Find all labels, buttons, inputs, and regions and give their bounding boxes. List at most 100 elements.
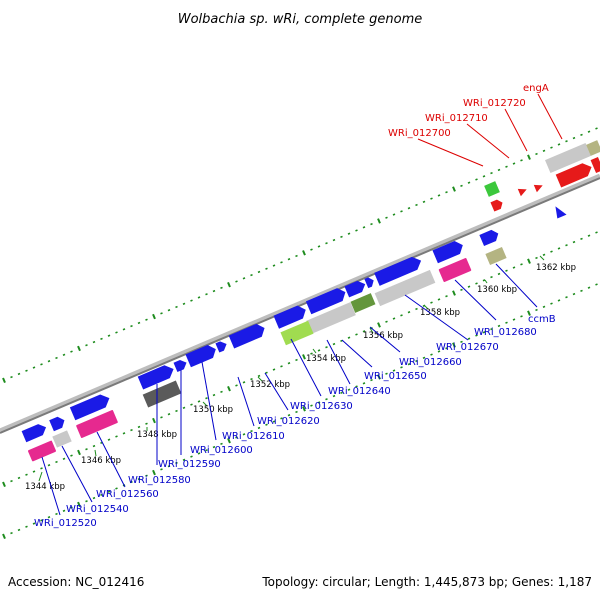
gc-block-pink <box>438 258 472 282</box>
gene-label: WRi_012600 <box>190 445 253 456</box>
gene-label: WRi_012720 <box>463 98 526 109</box>
scale-tick <box>70 506 73 509</box>
gene-label: WRi_012560 <box>96 489 159 500</box>
scale-tick <box>595 127 598 130</box>
scale-tick <box>182 458 186 461</box>
scale-tick <box>47 464 51 467</box>
scale-tick <box>32 470 36 473</box>
scale-tick <box>257 374 261 378</box>
scale-tick <box>392 213 396 216</box>
scale-tick <box>167 465 171 468</box>
scale-label: 1354 kbp <box>306 354 346 364</box>
scale-tick <box>325 346 328 349</box>
scale-tick <box>587 286 591 289</box>
scale-tick <box>437 350 441 353</box>
scale-tick <box>475 334 478 337</box>
scale-tick <box>257 426 261 430</box>
scale-label: 1358 kbp <box>420 308 460 318</box>
gene-label: WRi_012660 <box>399 357 462 368</box>
scale-tick <box>265 423 268 426</box>
gc-block-lime <box>280 320 314 346</box>
cds-arrow-forward <box>305 288 346 315</box>
scale-tick <box>190 299 193 302</box>
scale-tick <box>580 133 583 137</box>
scale-tick <box>475 282 478 285</box>
scale-tick <box>295 410 298 414</box>
scale-tick <box>370 222 373 226</box>
genome-stats-text: Topology: circular; Length: 1,445,873 bp… <box>261 575 592 589</box>
scale-tick <box>505 165 508 168</box>
scale-tick <box>482 175 486 178</box>
scale-tick <box>400 210 403 213</box>
scale-tick <box>302 354 306 360</box>
scale-tick <box>520 159 523 162</box>
gene-label: WRi_012640 <box>328 386 391 397</box>
scale-tick <box>587 130 591 133</box>
scale-tick <box>355 333 358 336</box>
scale-tick <box>445 295 448 298</box>
scale-tick <box>25 369 28 372</box>
scale-tick <box>535 152 538 156</box>
scale-tick <box>377 322 381 328</box>
scale-tick <box>332 238 336 242</box>
scale-tick <box>242 381 246 384</box>
scale-tick <box>550 302 553 305</box>
scale-tick <box>437 298 441 301</box>
scale-tick <box>385 320 388 323</box>
scale-tick <box>250 377 253 381</box>
scale-tick <box>535 256 538 260</box>
scale-tick <box>325 398 328 401</box>
scale-tick <box>370 378 373 382</box>
scale-tick <box>235 384 238 387</box>
scale-tick <box>32 522 36 525</box>
cds-arrow-forward <box>69 394 110 421</box>
scale-tick <box>10 375 13 379</box>
cds-arrow-reverse <box>533 184 543 193</box>
scale-tick <box>122 328 126 331</box>
scale-tick <box>190 455 193 458</box>
scale-tick <box>265 371 268 374</box>
scale-tick <box>47 360 51 363</box>
scale-tick <box>422 356 426 359</box>
scale-tick <box>490 275 493 279</box>
scale-tick <box>542 253 546 256</box>
scale-tick <box>595 231 598 234</box>
scale-tick <box>227 281 231 288</box>
scale-tick <box>475 178 478 181</box>
scale-tick <box>317 349 321 352</box>
scale-tick <box>107 334 111 337</box>
scale-tick <box>310 248 313 251</box>
scale-label: 1356 kbp <box>363 331 403 341</box>
gc-block-khaki <box>485 246 507 266</box>
scale-tick <box>452 186 456 192</box>
cds-arrow-forward <box>21 424 47 443</box>
gene-label: WRi_012680 <box>474 327 537 338</box>
scale-tick <box>392 317 396 320</box>
scale-tick <box>272 264 276 267</box>
scale-tick <box>482 331 486 334</box>
scale-tick <box>415 203 418 207</box>
scale-tick <box>77 449 81 456</box>
scale-tick <box>595 283 598 286</box>
scale-tick <box>17 372 21 376</box>
scale-tick <box>445 191 448 194</box>
scale-tick <box>332 394 336 398</box>
scale-tick <box>130 324 133 328</box>
scale-label: 1352 kbp <box>250 380 290 390</box>
scale-tick <box>130 480 133 484</box>
scale-tick <box>62 509 66 512</box>
scale-tick <box>340 391 343 395</box>
scale-tick <box>182 406 186 409</box>
scale-tick <box>415 359 418 363</box>
scale-tick <box>107 490 111 493</box>
scale-tick <box>550 146 553 149</box>
scale-tick <box>137 321 141 325</box>
gc-block-olive <box>350 293 376 313</box>
scale-label: 1346 kbp <box>81 456 121 466</box>
scale-tick <box>535 308 538 312</box>
scale-tick <box>415 307 418 311</box>
backbone <box>0 173 600 434</box>
cds-arrow-forward <box>215 341 227 353</box>
scale-tick <box>497 324 501 328</box>
